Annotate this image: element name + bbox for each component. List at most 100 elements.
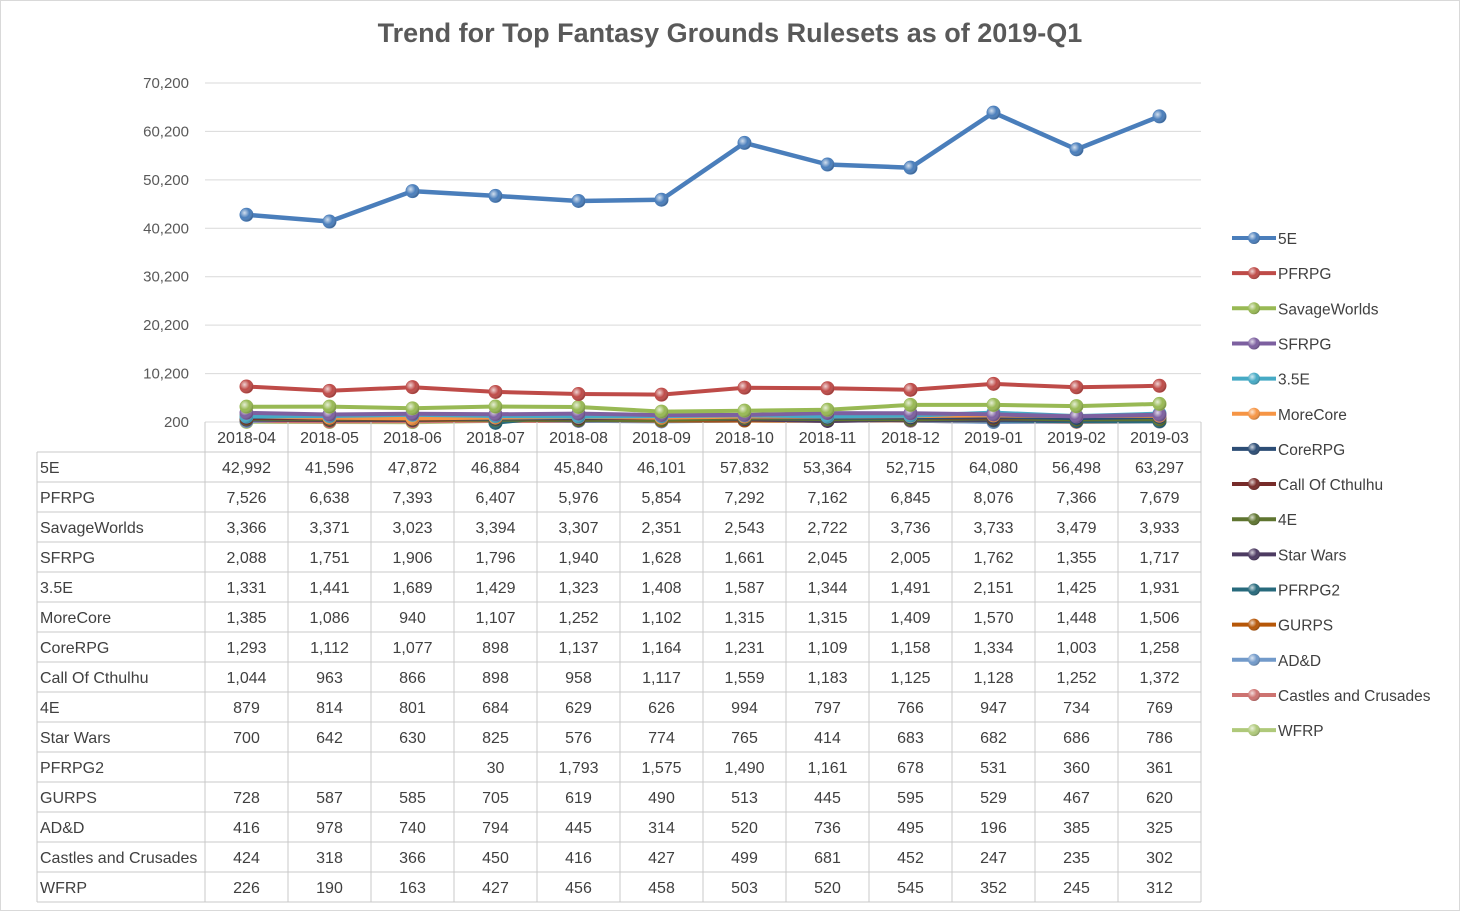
legend-entry: Castles and Crusades [1232, 688, 1431, 705]
table-cell: 1,164 [641, 640, 681, 657]
data-point-shade [987, 377, 1000, 391]
table-cell: 1,372 [1139, 670, 1179, 687]
table-cell: 898 [482, 670, 509, 687]
table-row-label: Star Wars [40, 730, 111, 747]
table-cell: 1,441 [309, 580, 349, 597]
table-cell: 3,479 [1056, 520, 1096, 537]
table-cell: 3,307 [558, 520, 598, 537]
table-cell: 1,940 [558, 550, 598, 567]
table-cell: 163 [399, 880, 426, 897]
data-point-shade [821, 158, 834, 172]
table-cell: 235 [1063, 850, 1090, 867]
table-row-label: SFRPG [40, 550, 95, 567]
legend-label: WFRP [1278, 723, 1324, 740]
data-point-shade [655, 405, 668, 419]
table-cell: 1,086 [309, 610, 349, 627]
legend-label: 5E [1278, 231, 1297, 248]
y-tick-label: 30,200 [143, 269, 189, 286]
legend-marker-shade [1248, 478, 1260, 491]
table-cell: 1,315 [807, 610, 847, 627]
legend-marker-shade [1248, 232, 1260, 244]
table-cell: 3,394 [475, 520, 515, 537]
legend-marker-shade [1248, 724, 1260, 737]
table-cell: 1,429 [475, 580, 515, 597]
table-cell: 1,334 [973, 640, 1013, 657]
table-cell: 1,003 [1056, 640, 1096, 657]
table-row-label: 3.5E [40, 580, 73, 597]
data-point-shade [655, 193, 668, 207]
table-cell: 1,252 [1056, 670, 1096, 687]
table-cell: 630 [399, 730, 426, 747]
legend-label: MoreCore [1278, 407, 1347, 424]
table-cell: 2,005 [890, 550, 930, 567]
table-cell: 1,559 [724, 670, 764, 687]
legend-entry: 5E [1232, 231, 1297, 248]
table-cell: 700 [233, 730, 260, 747]
data-point-shade [987, 407, 1000, 421]
table-cell: 30 [487, 760, 505, 777]
data-point-shade [987, 398, 1000, 412]
table-cell: 467 [1063, 790, 1090, 807]
table-cell: 1,183 [807, 670, 847, 687]
legend-marker-shade [1248, 372, 1260, 385]
data-point-shade [1070, 142, 1083, 156]
table-cell: 1,315 [724, 610, 764, 627]
table-cell: 5,854 [641, 490, 681, 507]
table-cell: 3,733 [973, 520, 1013, 537]
table-cell: 1,128 [973, 670, 1013, 687]
y-tick-label: 20,200 [143, 317, 189, 334]
table-cell: 1,109 [807, 640, 847, 657]
data-point-shade [406, 184, 419, 198]
x-category-label: 2018-08 [549, 430, 608, 447]
table-cell: 619 [565, 790, 592, 807]
table-cell: 6,407 [475, 490, 515, 507]
table-cell: 52,715 [886, 460, 935, 477]
x-category-label: 2018-12 [881, 430, 940, 447]
table-cell: 898 [482, 640, 509, 657]
series-line [244, 381, 1162, 397]
table-cell: 1,385 [226, 610, 266, 627]
data-point-shade [240, 208, 253, 222]
table-cell: 6,845 [890, 490, 930, 507]
table-cell: 1,102 [641, 610, 681, 627]
data-point-shade [1153, 379, 1166, 393]
table-cell: 325 [1146, 820, 1173, 837]
table-cell: 1,331 [226, 580, 266, 597]
table-row-label: PFRPG2 [40, 760, 104, 777]
legend-marker-shade [1248, 513, 1260, 526]
series-5e [239, 105, 1167, 229]
table-cell: 1,628 [641, 550, 681, 567]
table-cell: 1,762 [973, 550, 1013, 567]
legend-marker-shade [1248, 267, 1260, 280]
y-tick-label: 50,200 [143, 172, 189, 189]
table-cell: 740 [399, 820, 426, 837]
data-point-shade [821, 403, 834, 417]
table-cell: 427 [482, 880, 509, 897]
table-cell: 774 [648, 730, 675, 747]
table-cell: 499 [731, 850, 758, 867]
table-cell: 682 [980, 730, 1007, 747]
table-cell: 2,722 [807, 520, 847, 537]
data-point-shade [738, 136, 751, 150]
table-cell: 769 [1146, 700, 1173, 717]
table-row-label: WFRP [40, 880, 87, 897]
legend-marker-shade [1248, 688, 1260, 701]
table-cell: 728 [233, 790, 260, 807]
legend-marker-shade [1248, 583, 1260, 596]
table-cell: 1,506 [1139, 610, 1179, 627]
legend-entry: PFRPG [1232, 266, 1331, 283]
table-cell: 1,448 [1056, 610, 1096, 627]
table-cell: 247 [980, 850, 1007, 867]
table-cell: 2,151 [973, 580, 1013, 597]
table-cell: 766 [897, 700, 924, 717]
legend-marker-shade [1248, 548, 1260, 561]
table-cell: 3,366 [226, 520, 266, 537]
chart-title: Trend for Top Fantasy Grounds Rulesets a… [377, 18, 1083, 48]
table-cell: 1,796 [475, 550, 515, 567]
data-point-shade [904, 161, 917, 175]
table-cell: 681 [814, 850, 841, 867]
table-cell: 1,931 [1139, 580, 1179, 597]
table-cell: 361 [1146, 760, 1173, 777]
table-row-label: 4E [40, 700, 60, 717]
table-cell: 302 [1146, 850, 1173, 867]
